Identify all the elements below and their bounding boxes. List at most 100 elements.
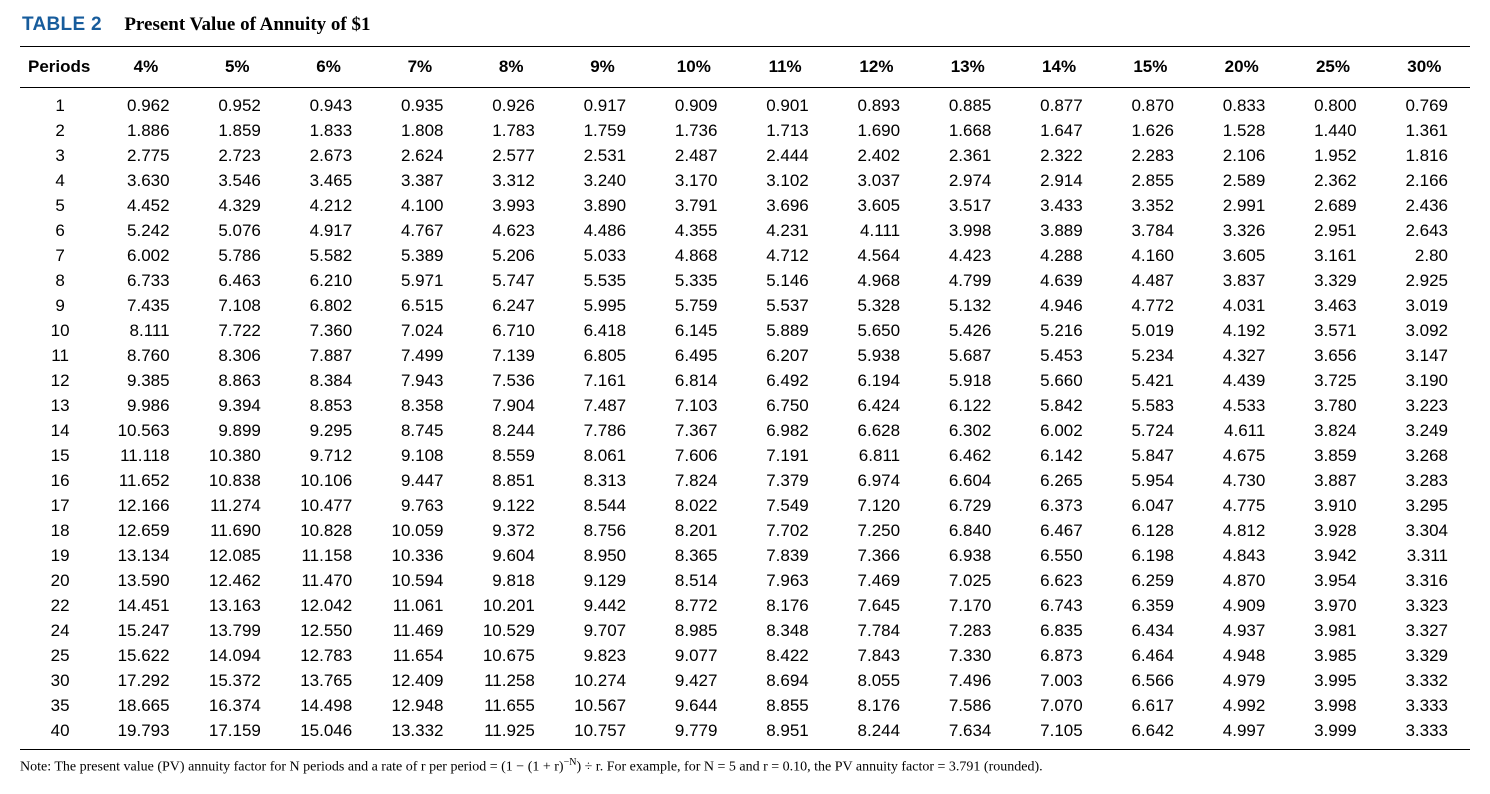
table-row: 1812.65911.69010.82810.0599.3728.7568.20… (20, 519, 1470, 544)
value-cell: 3.102 (739, 169, 830, 194)
value-cell: 11.158 (283, 544, 374, 569)
value-cell: 0.935 (374, 88, 465, 119)
period-cell: 15 (20, 444, 100, 469)
value-cell: 3.249 (1379, 419, 1470, 444)
value-cell: 8.544 (557, 494, 648, 519)
value-cell: 6.464 (1105, 644, 1196, 669)
value-cell: 6.733 (100, 269, 191, 294)
value-cell: 7.634 (922, 719, 1013, 750)
value-cell: 3.283 (1379, 469, 1470, 494)
value-cell: 6.265 (1013, 469, 1104, 494)
value-cell: 8.384 (283, 369, 374, 394)
value-cell: 3.942 (1287, 544, 1378, 569)
value-cell: 1.440 (1287, 119, 1378, 144)
value-cell: 12.409 (374, 669, 465, 694)
value-cell: 5.076 (192, 219, 283, 244)
period-cell: 11 (20, 344, 100, 369)
table-body: 10.9620.9520.9430.9350.9260.9170.9090.90… (20, 88, 1470, 750)
value-cell: 6.811 (831, 444, 922, 469)
value-cell: 5.660 (1013, 369, 1104, 394)
value-cell: 3.323 (1379, 594, 1470, 619)
value-cell: 6.623 (1013, 569, 1104, 594)
value-cell: 5.242 (100, 219, 191, 244)
value-cell: 9.899 (192, 419, 283, 444)
value-cell: 10.529 (466, 619, 557, 644)
value-cell: 6.814 (648, 369, 739, 394)
table-row: 1611.65210.83810.1069.4478.8518.3137.824… (20, 469, 1470, 494)
value-cell: 6.047 (1105, 494, 1196, 519)
table-row: 2214.45113.16312.04211.06110.2019.4428.7… (20, 594, 1470, 619)
value-cell: 11.061 (374, 594, 465, 619)
value-cell: 2.283 (1105, 144, 1196, 169)
value-cell: 6.194 (831, 369, 922, 394)
value-cell: 8.022 (648, 494, 739, 519)
value-cell: 5.786 (192, 244, 283, 269)
value-cell: 3.928 (1287, 519, 1378, 544)
value-cell: 7.366 (831, 544, 922, 569)
table-row: 139.9869.3948.8538.3587.9047.4877.1036.7… (20, 394, 1470, 419)
value-cell: 6.492 (739, 369, 830, 394)
value-cell: 10.201 (466, 594, 557, 619)
value-cell: 2.402 (831, 144, 922, 169)
value-cell: 4.111 (831, 219, 922, 244)
value-cell: 0.877 (1013, 88, 1104, 119)
value-cell: 3.333 (1379, 694, 1470, 719)
value-cell: 10.757 (557, 719, 648, 750)
period-cell: 14 (20, 419, 100, 444)
table-head: Periods4%5%6%7%8%9%10%11%12%13%14%15%20%… (20, 47, 1470, 88)
col-header-rate: 20% (1196, 47, 1287, 88)
value-cell: 7.070 (1013, 694, 1104, 719)
value-cell: 9.818 (466, 569, 557, 594)
value-cell: 8.863 (192, 369, 283, 394)
value-cell: 1.833 (283, 119, 374, 144)
value-cell: 8.851 (466, 469, 557, 494)
col-header-rate: 11% (739, 47, 830, 88)
value-cell: 6.359 (1105, 594, 1196, 619)
value-cell: 1.859 (192, 119, 283, 144)
value-cell: 1.952 (1287, 144, 1378, 169)
value-cell: 8.985 (648, 619, 739, 644)
value-cell: 0.943 (283, 88, 374, 119)
value-cell: 6.259 (1105, 569, 1196, 594)
value-cell: 6.002 (100, 244, 191, 269)
value-cell: 3.784 (1105, 219, 1196, 244)
value-cell: 4.623 (466, 219, 557, 244)
value-cell: 12.948 (374, 694, 465, 719)
value-cell: 7.586 (922, 694, 1013, 719)
value-cell: 3.954 (1287, 569, 1378, 594)
value-cell: 15.372 (192, 669, 283, 694)
table-row: 97.4357.1086.8026.5156.2475.9955.7595.53… (20, 294, 1470, 319)
value-cell: 6.840 (922, 519, 1013, 544)
table-row: 118.7608.3067.8877.4997.1396.8056.4956.2… (20, 344, 1470, 369)
value-cell: 4.909 (1196, 594, 1287, 619)
value-cell: 7.170 (922, 594, 1013, 619)
value-cell: 4.799 (922, 269, 1013, 294)
value-cell: 9.779 (648, 719, 739, 750)
value-cell: 4.772 (1105, 294, 1196, 319)
value-cell: 6.373 (1013, 494, 1104, 519)
header-row: Periods4%5%6%7%8%9%10%11%12%13%14%15%20%… (20, 47, 1470, 88)
value-cell: 13.332 (374, 719, 465, 750)
value-cell: 3.993 (466, 194, 557, 219)
value-cell: 19.793 (100, 719, 191, 750)
value-cell: 7.120 (831, 494, 922, 519)
value-cell: 10.336 (374, 544, 465, 569)
value-cell: 5.995 (557, 294, 648, 319)
value-cell: 8.559 (466, 444, 557, 469)
value-cell: 12.462 (192, 569, 283, 594)
value-cell: 17.292 (100, 669, 191, 694)
table-row: 1511.11810.3809.7129.1088.5598.0617.6067… (20, 444, 1470, 469)
value-cell: 6.198 (1105, 544, 1196, 569)
period-cell: 10 (20, 319, 100, 344)
value-cell: 6.835 (1013, 619, 1104, 644)
value-cell: 1.361 (1379, 119, 1470, 144)
value-cell: 5.421 (1105, 369, 1196, 394)
table-row: 129.3858.8638.3847.9437.5367.1616.8146.4… (20, 369, 1470, 394)
value-cell: 5.426 (922, 319, 1013, 344)
value-cell: 13.590 (100, 569, 191, 594)
value-cell: 5.146 (739, 269, 830, 294)
value-cell: 5.650 (831, 319, 922, 344)
value-cell: 6.802 (283, 294, 374, 319)
value-cell: 6.566 (1105, 669, 1196, 694)
value-cell: 7.105 (1013, 719, 1104, 750)
